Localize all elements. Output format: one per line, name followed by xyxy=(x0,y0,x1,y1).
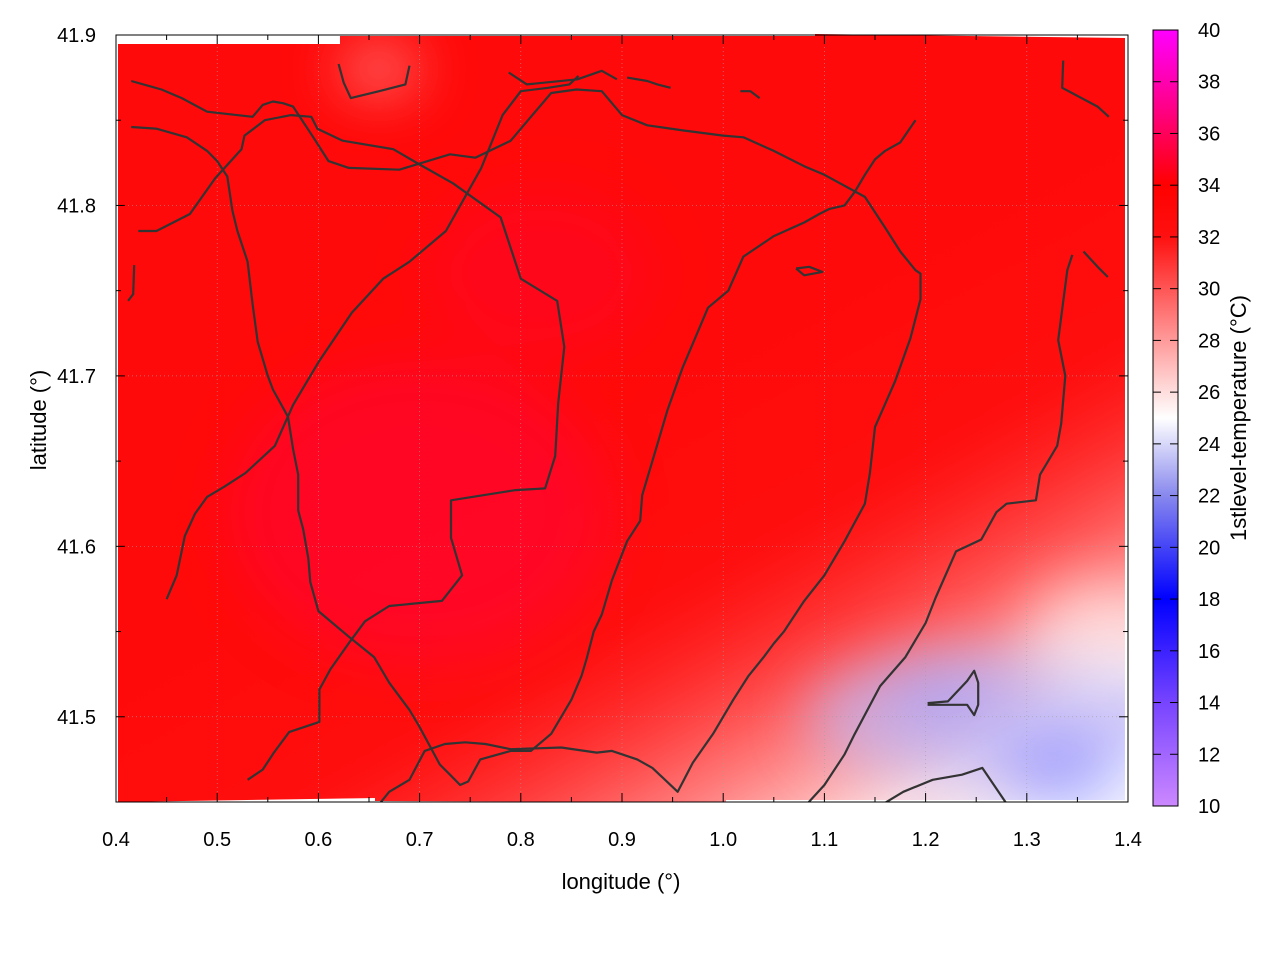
contour-line xyxy=(740,90,761,99)
y-tick-label: 41.9 xyxy=(57,25,96,47)
y-tick-label: 41.5 xyxy=(57,707,96,729)
contour-line xyxy=(795,265,824,277)
x-axis-ticks: 0.4 0.5 0.6 0.7 0.8 0.9 1.0 1.1 1.2 1.3 1.4 xyxy=(102,35,1142,851)
x-tick-label: 1.4 xyxy=(1114,829,1142,851)
heatmap-blobs xyxy=(229,44,1125,802)
y-axis-label: latitude (°) xyxy=(26,370,51,471)
colorbar-tick-label: 14 xyxy=(1198,693,1220,715)
colorbar-tick-label: 10 xyxy=(1198,796,1220,818)
heatmap-blob xyxy=(1027,581,1125,682)
contour-line xyxy=(130,79,922,802)
y-axis-ticks: 41.5 41.6 41.7 41.8 41.9 xyxy=(57,25,1128,729)
heatmap-blob xyxy=(229,362,610,663)
x-axis-label: longitude (°) xyxy=(562,869,681,894)
colorbar-tick-label: 34 xyxy=(1198,175,1220,197)
contour-line xyxy=(508,69,618,86)
contour-line xyxy=(927,669,980,717)
heatmap-field xyxy=(118,34,1125,802)
x-tick-label: 0.6 xyxy=(304,829,332,851)
x-tick-label: 1.1 xyxy=(810,829,838,851)
contour-line xyxy=(626,76,671,89)
colorbar-tick-label: 32 xyxy=(1198,227,1220,249)
colorbar-tick-label: 30 xyxy=(1198,279,1220,301)
colorbar-tick-label: 26 xyxy=(1198,382,1220,404)
colorbar-tick-label: 24 xyxy=(1198,434,1220,456)
colorbar-tick-label: 22 xyxy=(1198,486,1220,508)
contour-line xyxy=(807,254,1074,802)
y-tick-label: 41.7 xyxy=(57,366,96,388)
heatmap-blob xyxy=(431,193,652,354)
x-tick-label: 1.2 xyxy=(912,829,940,851)
contour-line xyxy=(165,75,580,600)
heatmap-blob xyxy=(339,44,420,95)
colorbar-tick-label: 36 xyxy=(1198,123,1220,145)
colorbar: 10 12 14 16 18 20 22 24 26 28 30 32 34 36 38 40 1stleve… xyxy=(1152,20,1251,818)
colorbar-tick-label: 28 xyxy=(1198,330,1220,352)
colorbar-ramp xyxy=(1152,29,1179,807)
colorbar-tick-label: 16 xyxy=(1198,641,1220,663)
plot-area: 0.4 0.5 0.6 0.7 0.8 0.9 1.0 1.1 1.2 1.3 1.4 41.541… xyxy=(57,25,1142,851)
heatmap-blob xyxy=(885,669,1006,730)
grid-lines xyxy=(116,35,1128,802)
colorbar-label: 1stlevel-temperature (°C) xyxy=(1226,295,1251,541)
colorbar-tick-label: 40 xyxy=(1198,20,1220,42)
contour-line xyxy=(1082,250,1109,278)
x-tick-label: 0.4 xyxy=(102,829,130,851)
contour-line xyxy=(1061,60,1110,118)
x-tick-label: 1.0 xyxy=(709,829,737,851)
contour-line xyxy=(127,265,136,302)
colorbar-tick-label: 18 xyxy=(1198,589,1220,611)
x-tick-label: 0.9 xyxy=(608,829,636,851)
x-tick-label: 0.5 xyxy=(203,829,231,851)
contour-line xyxy=(138,113,566,781)
colorbar-tick-label: 12 xyxy=(1198,744,1220,766)
contour-lines xyxy=(127,60,1110,802)
x-tick-label: 0.8 xyxy=(507,829,535,851)
contour-line xyxy=(337,63,411,100)
colorbar-ticks: 10 12 14 16 18 20 22 24 26 28 30 32 34 36 38 40 xyxy=(1153,20,1220,818)
x-tick-label: 1.3 xyxy=(1013,829,1041,851)
colorbar-tick-label: 20 xyxy=(1198,537,1220,559)
y-tick-label: 41.6 xyxy=(57,536,96,558)
contour-line xyxy=(884,766,1007,802)
contour-line xyxy=(131,119,917,787)
y-tick-label: 41.8 xyxy=(57,195,96,217)
x-tick-label: 0.7 xyxy=(406,829,434,851)
colorbar-tick-label: 38 xyxy=(1198,72,1220,94)
heatmap-blob xyxy=(997,727,1118,802)
